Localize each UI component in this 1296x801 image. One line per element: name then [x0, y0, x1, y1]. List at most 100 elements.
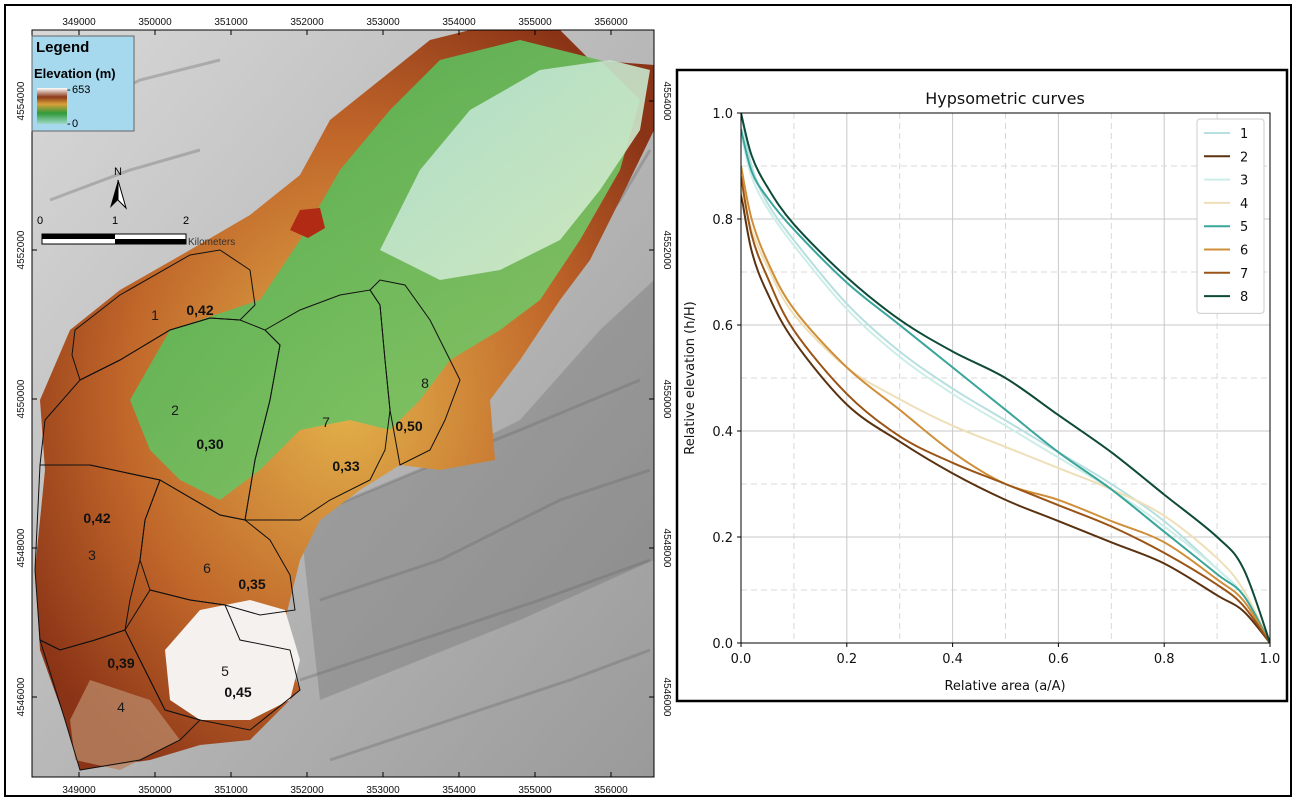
chart-title: Hypsometric curves: [925, 89, 1085, 108]
legend-min-dash: -: [67, 118, 71, 130]
basin-6-hi: 0,35: [238, 576, 265, 592]
map-xtick-top-label: 355000: [518, 17, 552, 28]
basin-7-id: 7: [322, 414, 330, 430]
legend-label-8: 8: [1240, 290, 1248, 305]
chart-ytick-label: 0.4: [712, 425, 733, 440]
basin-3-id: 3: [88, 547, 96, 563]
legend-title: Legend: [36, 39, 89, 56]
basin-2-hi: 0,30: [196, 436, 223, 452]
chart-panel: Hypsometric curves 0.0 0.2 0.4 0.6 0.8 1.0 0.0…: [675, 68, 1289, 703]
map-xtick-bottom-label: 350000: [138, 785, 172, 796]
map-xtick-bottom-label: 356000: [594, 785, 628, 796]
map-ytick-right-label: 4550000: [661, 380, 672, 419]
basin-8-id: 8: [421, 375, 429, 391]
basin-1-id: 1: [151, 307, 159, 323]
chart-xtick-label: 0.4: [942, 652, 963, 667]
basin-4-id: 4: [117, 699, 125, 715]
shaded-valley: [300, 280, 654, 700]
elevation-southwest: [70, 680, 180, 770]
chart-xtick-label: 0.6: [1048, 652, 1069, 667]
chart-legend-box: [1196, 118, 1265, 314]
chart-xtick-label: 0.0: [731, 652, 752, 667]
map-xtick-top-label: 352000: [290, 17, 324, 28]
map-legend: Legend Elevation (m) 653 - 0 -: [31, 35, 135, 132]
plot-area: [740, 112, 1271, 644]
map-xtick-top-label: 351000: [214, 17, 248, 28]
basin-8-hi: 0,50: [395, 418, 422, 434]
basin-7-hi: 0,33: [332, 458, 359, 474]
legend-color-ramp: [37, 88, 67, 124]
legend-max: 653: [72, 84, 90, 96]
scale-bar-seg2: [115, 239, 186, 244]
map-frame: [31, 29, 655, 778]
series-line-2: [741, 192, 1270, 643]
map-ytick-right-label: 4546000: [661, 678, 672, 717]
map-ytick-left-label: 4550000: [16, 379, 27, 418]
basin-labels: 1 0,42 2 0,30 0,42 3 0,39 4 5 0,45 6 0,3…: [83, 302, 429, 715]
map-xtick-bottom-label: 351000: [214, 785, 248, 796]
chart-series: [741, 113, 1270, 643]
map-xtick-bottom-label: 354000: [442, 785, 476, 796]
map-ytick-left-label: 4546000: [16, 677, 27, 716]
scale-bar: 0 1 2 Kilometers: [37, 215, 235, 248]
north-label: N: [114, 166, 122, 178]
map-xtick-top-label: 349000: [62, 17, 96, 28]
series-line-6: [741, 165, 1270, 643]
map-xtick-top-label: 353000: [366, 17, 400, 28]
map-ytick-left-label: 4548000: [16, 528, 27, 567]
chart-frame: [675, 68, 1289, 703]
north-arrow-left-icon: [110, 180, 118, 208]
basin-1-hi: 0,42: [186, 302, 213, 318]
chart-xtick-label: 1.0: [1260, 652, 1281, 667]
map-ytick-right-label: 4548000: [661, 529, 672, 568]
scale-unit: Kilometers: [188, 237, 235, 248]
scale-bar-seg1: [42, 234, 115, 239]
north-arrow-right-icon: [117, 179, 128, 210]
legend-max-dash: -: [67, 84, 71, 96]
map-coordinate-ticks: 3490003490003500003500003510003510003520…: [16, 17, 672, 796]
map-xtick-top-label: 356000: [594, 17, 628, 28]
legend-label-2: 2: [1240, 150, 1248, 165]
scale-label-0: 0: [37, 215, 43, 227]
basin-3-hi: 0,42: [83, 510, 110, 526]
basin-5-id: 5: [221, 663, 229, 679]
basin-5-hi: 0,45: [224, 684, 251, 700]
series-line-5: [741, 128, 1270, 643]
map-xtick-bottom-label: 352000: [290, 785, 324, 796]
legend-label-6: 6: [1240, 244, 1248, 259]
chart-ytick-label: 1.0: [712, 107, 733, 122]
legend-subtitle: Elevation (m): [34, 66, 116, 81]
elevation-summit: [165, 600, 300, 720]
map-xtick-bottom-label: 353000: [366, 785, 400, 796]
map-xtick-top-label: 350000: [138, 17, 172, 28]
legend-label-3: 3: [1240, 174, 1248, 189]
elevation-lowlands: [380, 60, 650, 280]
legend-label-4: 4: [1240, 197, 1248, 212]
series-line-7: [741, 176, 1270, 643]
x-axis-label: Relative area (a/A): [944, 679, 1065, 694]
chart-ticks: 0.0 0.2 0.4 0.6 0.8 1.0 0.0 0.2 0.4 0.6 0.8 1.0: [712, 107, 1280, 667]
y-axis-label: Relative elevation (h/H): [683, 301, 698, 454]
map-panel: 3490003490003500003500003510003510003520…: [16, 17, 672, 796]
map-xtick-top-label: 354000: [442, 17, 476, 28]
scale-label-2: 2: [183, 215, 189, 227]
basin-boundaries: [34, 249, 461, 771]
map-ytick-right-label: 4554000: [661, 82, 672, 121]
basin-4-hi: 0,39: [107, 655, 134, 671]
legend-label-7: 7: [1240, 267, 1248, 282]
map-ytick-right-label: 4552000: [661, 231, 672, 270]
legend-min: 0: [72, 118, 78, 130]
series-line-8: [741, 113, 1270, 643]
map-ytick-left-label: 4552000: [16, 230, 27, 269]
map-ytick-left-label: 4554000: [16, 81, 27, 120]
chart-ytick-label: 0.2: [712, 531, 733, 546]
chart-xtick-label: 0.2: [836, 652, 857, 667]
map-xtick-bottom-label: 349000: [62, 785, 96, 796]
legend-label-5: 5: [1240, 220, 1248, 235]
legend-label-1: 1: [1240, 127, 1248, 142]
map-xtick-bottom-label: 355000: [518, 785, 552, 796]
chart-xtick-label: 0.8: [1154, 652, 1175, 667]
chart-ytick-label: 0.8: [712, 213, 733, 228]
chart-ytick-label: 0.0: [712, 637, 733, 652]
